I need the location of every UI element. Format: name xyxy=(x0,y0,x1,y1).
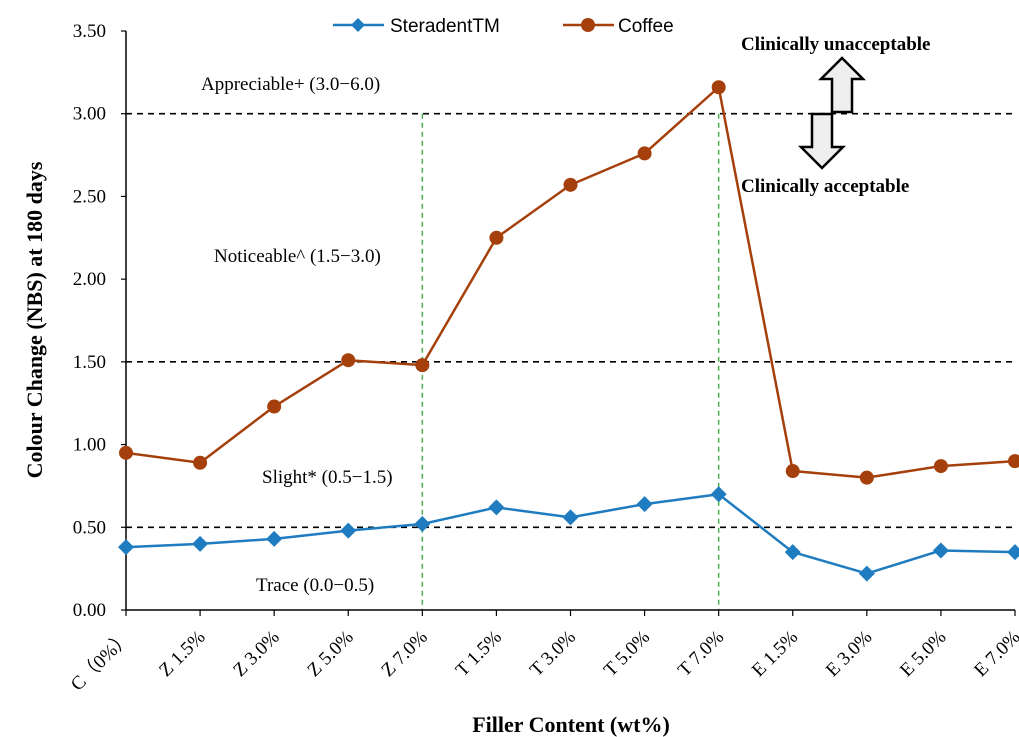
series-1-point-5 xyxy=(489,230,504,245)
x-tick-label-4: Z 7.0% xyxy=(377,627,432,682)
x-tick-label-2: Z 3.0% xyxy=(229,627,284,682)
y-tick-label-2: 1.00 xyxy=(73,435,106,456)
series-1 xyxy=(119,80,1019,485)
y-tick-label-5: 2.50 xyxy=(73,186,106,207)
axes xyxy=(121,30,1016,616)
x-tick-label-9: E 1.5% xyxy=(748,627,803,682)
x-tick-label-6: T 3.0% xyxy=(526,627,580,681)
x-tick-label-0: C（0%） xyxy=(66,626,135,695)
y-tick-label-3: 1.50 xyxy=(73,352,106,373)
series-layer xyxy=(118,80,1019,582)
band-label-noticeable: Noticeable^ (1.5−3.0) xyxy=(214,246,381,267)
series-0-point-11 xyxy=(932,542,949,559)
series-0 xyxy=(118,486,1019,582)
up-arrow-icon xyxy=(817,56,867,114)
series-0-point-6 xyxy=(562,509,579,526)
band-label-slight: Slight* (0.5−1.5) xyxy=(262,467,393,488)
reference-lines xyxy=(126,112,1015,529)
x-tick-label-1: Z 1.5% xyxy=(155,627,210,682)
x-tick-label-12: E 7.0% xyxy=(970,627,1019,682)
y-tick-label-7: 3.50 xyxy=(73,21,106,42)
x-tick-label-10: E 3.0% xyxy=(822,627,877,682)
legend-coffee-marker xyxy=(581,18,595,32)
legend: SteradentTM Coffee xyxy=(333,16,674,37)
series-1-point-2 xyxy=(267,399,282,414)
band-label-appreciable: Appreciable+ (3.0−6.0) xyxy=(201,74,380,95)
series-0-point-2 xyxy=(266,530,283,547)
series-0-point-12 xyxy=(1007,544,1019,561)
series-1-line xyxy=(125,85,1016,479)
series-0-point-1 xyxy=(192,535,209,552)
series-0-point-10 xyxy=(858,565,875,582)
series-0-point-4 xyxy=(414,515,431,532)
series-1-point-4 xyxy=(415,358,430,373)
band-label-trace: Trace (0.0−0.5) xyxy=(256,575,374,596)
y-tick-label-0: 0.00 xyxy=(73,600,106,621)
series-0-point-5 xyxy=(488,499,505,516)
y-tick-label-1: 0.50 xyxy=(73,517,106,538)
x-tick-labels: C（0%） Z 1.5% Z 3.0% Z 5.0% Z 7.0% T 1.5% T 3.0… xyxy=(66,626,1019,695)
x-tick-label-7: T 5.0% xyxy=(600,627,654,681)
y-axis-title: Colour Change (NBS) at 180 days xyxy=(22,161,47,478)
series-1-point-7 xyxy=(637,146,652,161)
down-arrow-icon xyxy=(797,112,847,170)
x-tick-label-3: Z 5.0% xyxy=(303,627,358,682)
x-tick-label-8: T 7.0% xyxy=(674,627,728,681)
series-0-line xyxy=(125,492,1016,575)
series-1-point-3 xyxy=(341,353,356,368)
legend-steradent-label: SteradentTM xyxy=(390,16,500,37)
series-1-point-10 xyxy=(859,470,874,485)
series-1-point-8 xyxy=(711,80,726,95)
y-tick-label-6: 3.00 xyxy=(73,104,106,125)
legend-coffee-label: Coffee xyxy=(618,16,674,37)
series-1-point-9 xyxy=(785,464,800,479)
series-0-point-0 xyxy=(118,539,134,556)
group-separator-lines xyxy=(421,113,720,610)
y-tick-labels: 0.00 0.50 1.00 1.50 2.00 2.50 3.00 3.50 xyxy=(73,21,106,621)
y-tick-label-4: 2.00 xyxy=(73,269,106,290)
clinically-acceptable-label: Clinically acceptable xyxy=(741,176,909,197)
series-0-point-7 xyxy=(636,496,653,513)
series-1-point-1 xyxy=(193,455,208,470)
series-1-point-6 xyxy=(563,177,578,192)
clinically-unacceptable-label: Clinically unacceptable xyxy=(741,34,930,55)
x-axis-title: Filler Content (wt%) xyxy=(472,712,670,737)
series-1-point-0 xyxy=(119,445,133,460)
legend-steradent-marker xyxy=(351,18,365,32)
series-0-point-8 xyxy=(710,486,727,503)
series-1-point-11 xyxy=(933,459,948,474)
series-0-point-9 xyxy=(784,544,801,561)
series-1-point-12 xyxy=(1008,454,1019,469)
series-0-point-3 xyxy=(340,522,357,539)
x-tick-label-5: T 1.5% xyxy=(452,627,506,681)
x-tick-label-11: E 5.0% xyxy=(896,627,951,682)
